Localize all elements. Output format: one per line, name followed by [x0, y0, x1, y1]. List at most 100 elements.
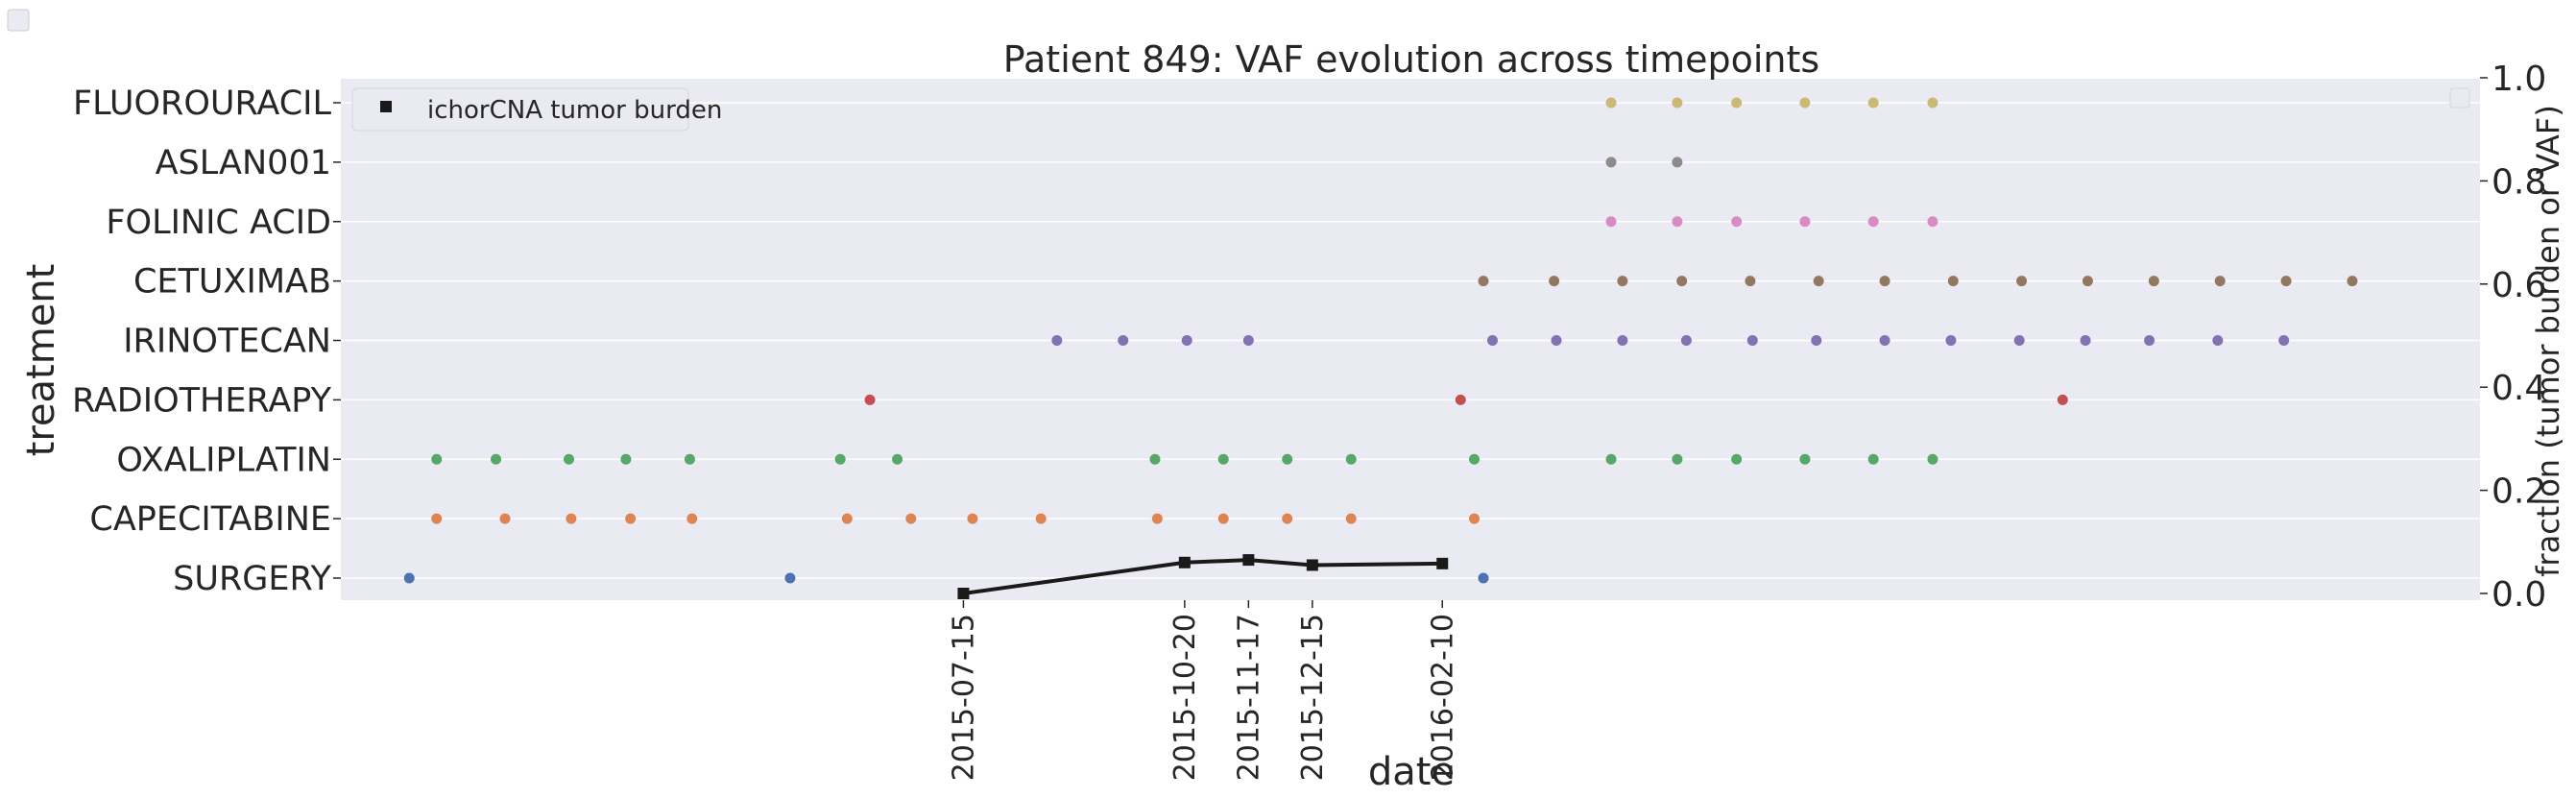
event-point-capecitabine-10 [1151, 513, 1163, 524]
tumor-burden-point-2015-10-20 [1178, 556, 1191, 568]
event-point-fluorouracil-5 [1867, 97, 1879, 109]
tumor-burden-point-2015-12-15 [1306, 559, 1318, 571]
event-point-capecitabine-5 [686, 513, 698, 524]
event-point-capecitabine-14 [1469, 513, 1481, 524]
y-tick-label-aslan001: ASLAN001 [156, 144, 331, 182]
event-point-capecitabine-3 [566, 513, 577, 524]
event-point-cetuximab-2 [1549, 276, 1560, 287]
tumor-burden-point-2015-11-17 [1242, 554, 1255, 567]
event-point-radiotherapy-1 [864, 394, 876, 405]
event-point-oxaliplatin-2 [491, 453, 502, 465]
treatment-events [403, 97, 2358, 584]
event-point-irinotecan-3 [1181, 335, 1192, 346]
grid-lines [341, 102, 2480, 579]
right-tick-label-0-0: 0.0 [2492, 575, 2546, 615]
event-point-cetuximab-11 [2148, 276, 2159, 287]
y-tick-label-irinotecan: IRINOTECAN [123, 323, 331, 361]
event-point-oxaliplatin-8 [1149, 453, 1161, 465]
y-tick-label-oxaliplatin: OXALIPLATIN [116, 441, 331, 479]
y-tick-label-radiotherapy: RADIOTHERAPY [72, 381, 332, 420]
event-point-radiotherapy-3 [2057, 394, 2068, 405]
event-point-irinotecan-6 [1551, 335, 1562, 346]
legend: ichorCNA tumor burden [351, 87, 722, 132]
right-tick-label-0-4: 0.4 [2492, 369, 2546, 408]
event-point-irinotecan-16 [2212, 335, 2224, 346]
event-point-irinotecan-9 [1746, 335, 1758, 346]
y-tick-label-cetuximab: CETUXIMAB [133, 263, 331, 302]
event-point-oxaliplatin-17 [1867, 453, 1879, 465]
x-tick-label-2015-07-15: 2015-07-15 [947, 614, 980, 781]
event-point-aslan001-1 [1605, 157, 1617, 168]
event-point-irinotecan-1 [1051, 335, 1063, 346]
event-point-capecitabine-8 [967, 513, 978, 524]
event-point-capecitabine-9 [1035, 513, 1047, 524]
event-point-aslan001-2 [1672, 157, 1683, 168]
y-axis-label: treatment [19, 264, 63, 457]
event-point-oxaliplatin-9 [1217, 453, 1229, 465]
event-point-oxaliplatin-11 [1345, 453, 1357, 465]
tumor-burden-point-2016-02-10 [1436, 557, 1449, 569]
right-tick-label-0-8: 0.8 [2492, 162, 2546, 202]
event-point-irinotecan-7 [1617, 335, 1628, 346]
event-point-cetuximab-10 [2082, 276, 2093, 287]
chart-title: Patient 849: VAF evolution across timepo… [1003, 38, 1819, 81]
event-point-irinotecan-10 [1811, 335, 1822, 346]
event-point-irinotecan-13 [2013, 335, 2025, 346]
legend-entry-tumor-burden: ichorCNA tumor burden [427, 96, 722, 125]
event-point-oxaliplatin-1 [431, 453, 443, 465]
event-point-cetuximab-9 [2016, 276, 2028, 287]
event-point-capecitabine-1 [431, 513, 443, 524]
event-point-folinic-acid-5 [1867, 216, 1879, 228]
event-point-cetuximab-13 [2280, 276, 2292, 287]
event-point-capecitabine-12 [1282, 513, 1293, 524]
event-point-cetuximab-1 [1478, 276, 1489, 287]
event-point-capecitabine-6 [841, 513, 853, 524]
event-point-oxaliplatin-4 [620, 453, 632, 465]
event-point-irinotecan-8 [1680, 335, 1692, 346]
legend-box [351, 87, 689, 132]
event-point-oxaliplatin-16 [1799, 453, 1811, 465]
figure-legend-box [7, 9, 30, 32]
event-point-oxaliplatin-6 [834, 453, 846, 465]
y-axis-ticks: SURGERY CAPECITABINE OXALIPLATIN RADIOTHERA… [72, 85, 341, 598]
event-point-cetuximab-5 [1745, 276, 1756, 287]
tumor-burden-series [957, 554, 1449, 599]
x-axis-ticks: 2015-07-15 2015-10-20 2015-11-17 2015-12-15… [947, 600, 1459, 781]
plot-area [341, 79, 2480, 600]
event-point-fluorouracil-4 [1799, 97, 1811, 109]
event-point-irinotecan-15 [2144, 335, 2155, 346]
event-point-oxaliplatin-3 [564, 453, 575, 465]
right-axis-label: fraction (tumor burden or VAF) [2530, 105, 2566, 577]
event-point-irinotecan-5 [1487, 335, 1499, 346]
event-point-folinic-acid-4 [1799, 216, 1811, 228]
event-point-cetuximab-3 [1617, 276, 1628, 287]
event-point-folinic-acid-3 [1731, 216, 1743, 228]
event-point-cetuximab-4 [1676, 276, 1688, 287]
event-point-irinotecan-2 [1118, 335, 1129, 346]
event-point-oxaliplatin-13 [1605, 453, 1617, 465]
x-tick-label-2015-10-20: 2015-10-20 [1168, 614, 1202, 781]
event-point-surgery-2 [784, 572, 796, 584]
right-tick-label-0-6: 0.6 [2492, 266, 2546, 305]
x-tick-label-2016-02-10: 2016-02-10 [1426, 614, 1459, 781]
right-tick-label-0-2: 0.2 [2492, 472, 2546, 512]
empty-legend-box [2449, 87, 2470, 109]
event-point-oxaliplatin-12 [1469, 453, 1481, 465]
y-tick-label-surgery: SURGERY [173, 560, 331, 598]
event-point-capecitabine-7 [905, 513, 917, 524]
event-point-capecitabine-11 [1217, 513, 1229, 524]
event-point-folinic-acid-1 [1605, 216, 1617, 228]
x-tick-label-2015-11-17: 2015-11-17 [1232, 614, 1265, 781]
event-point-oxaliplatin-7 [892, 453, 903, 465]
event-point-cetuximab-12 [2214, 276, 2226, 287]
event-point-oxaliplatin-5 [684, 453, 695, 465]
event-point-fluorouracil-6 [1927, 97, 1938, 109]
event-point-radiotherapy-2 [1455, 394, 1466, 405]
event-point-irinotecan-4 [1242, 335, 1254, 346]
event-point-folinic-acid-2 [1672, 216, 1683, 228]
legend-marker [380, 101, 392, 112]
event-point-fluorouracil-2 [1672, 97, 1683, 109]
event-point-irinotecan-11 [1879, 335, 1890, 346]
event-point-cetuximab-8 [1947, 276, 1959, 287]
event-point-irinotecan-12 [1945, 335, 1957, 346]
